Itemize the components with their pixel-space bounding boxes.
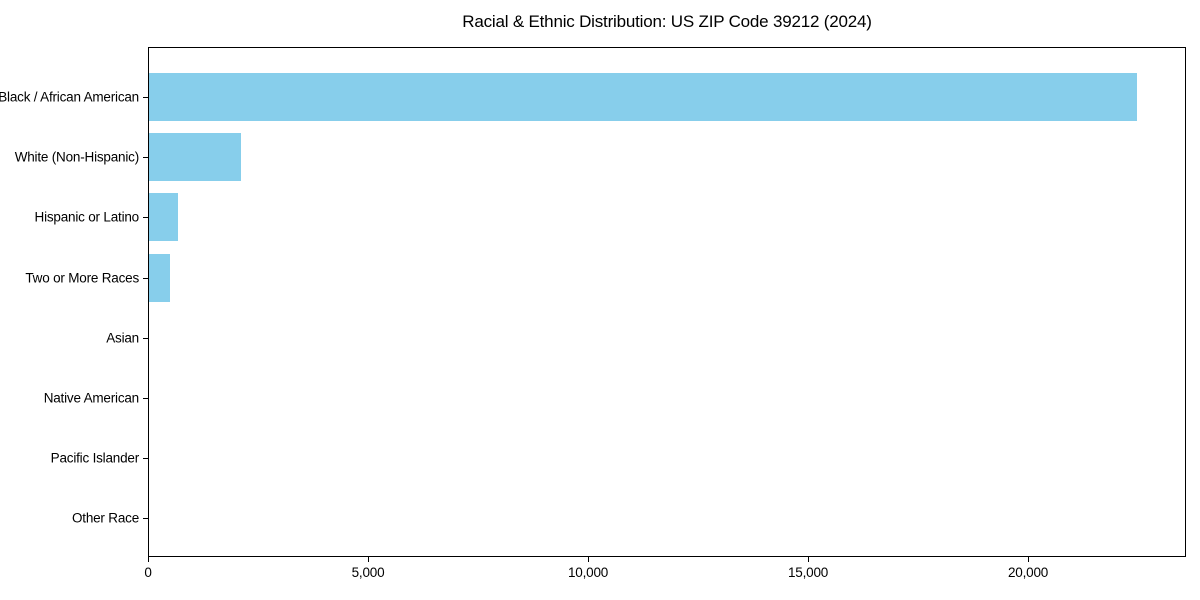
- bar: [149, 73, 1137, 121]
- x-tick-mark: [148, 557, 149, 562]
- y-tick-mark: [143, 518, 148, 520]
- x-tick-label: 20,000: [1007, 565, 1049, 580]
- y-tick-label: Black / African American: [0, 89, 139, 105]
- x-tick-mark: [1028, 557, 1030, 562]
- plot-area: [148, 47, 1186, 557]
- x-tick-mark: [368, 557, 369, 562]
- y-tick-mark: [143, 458, 148, 460]
- x-tick-label: 0: [144, 565, 152, 580]
- bar: [149, 193, 179, 242]
- x-tick-label: 15,000: [787, 565, 829, 580]
- x-tick-label: 5,000: [351, 565, 385, 580]
- y-tick-label: Native American: [43, 390, 139, 406]
- y-tick-label: Asian: [106, 330, 139, 346]
- y-tick-mark: [143, 277, 148, 279]
- x-tick-label: 10,000: [567, 565, 609, 580]
- y-tick-mark: [143, 398, 148, 399]
- x-tick-mark: [808, 557, 810, 562]
- x-tick-mark: [588, 557, 590, 562]
- y-tick-mark: [143, 337, 148, 339]
- y-tick-mark: [143, 217, 148, 219]
- y-tick-label: White (Non-Hispanic): [14, 149, 139, 165]
- y-tick-label: Two or More Races: [25, 270, 139, 286]
- y-tick-label: Other Race: [71, 510, 139, 526]
- y-tick-label: Hispanic or Latino: [34, 209, 140, 225]
- y-tick-mark: [143, 97, 148, 98]
- bar: [149, 133, 241, 182]
- chart-title: Racial & Ethnic Distribution: US ZIP Cod…: [462, 12, 872, 31]
- y-tick-mark: [143, 157, 148, 159]
- y-tick-label: Pacific Islander: [50, 450, 140, 466]
- bar: [149, 253, 171, 302]
